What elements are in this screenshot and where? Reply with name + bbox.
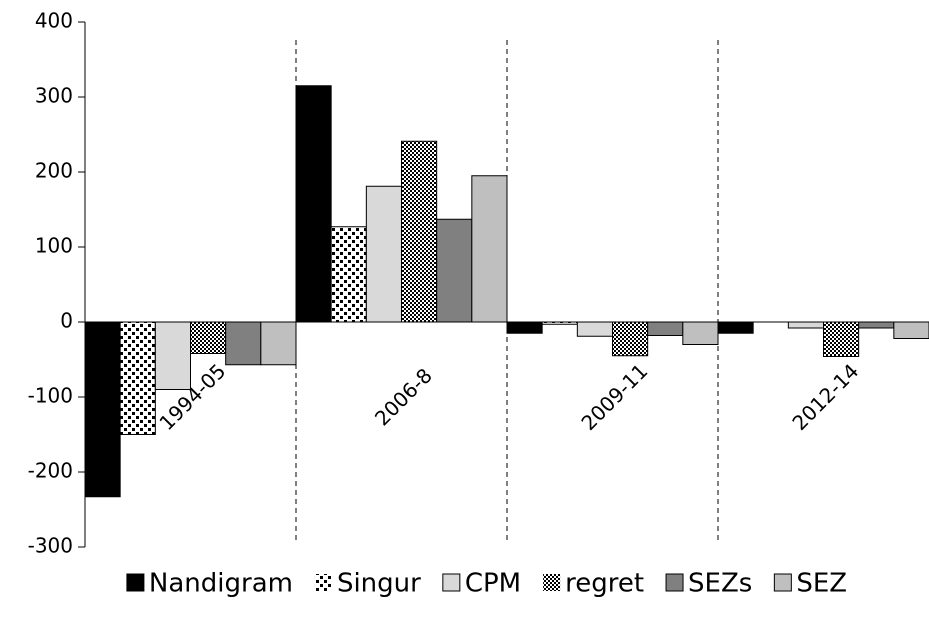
legend-label: SEZ: [796, 569, 847, 599]
x-tick-label: 2012-14: [787, 359, 863, 435]
y-tick-label: -200: [28, 459, 73, 483]
legend-swatch: [665, 573, 684, 592]
y-tick-label: 100: [35, 234, 73, 258]
y-tick-label: -100: [28, 384, 73, 408]
bar: [330, 226, 367, 323]
legend-label: CPM: [465, 569, 521, 599]
x-tick-label: 2006-8: [370, 363, 437, 430]
y-tick-label: 300: [35, 84, 73, 108]
bar: [119, 321, 156, 435]
legend-label: regret: [565, 569, 644, 599]
bar: [858, 321, 895, 329]
bar: [506, 321, 543, 334]
legend-swatch: [314, 574, 332, 591]
x-tick-label: 2009-11: [576, 359, 652, 435]
bar: [84, 321, 121, 498]
y-tick-label: 0: [60, 309, 73, 333]
legend-swatch: [126, 573, 145, 592]
bar: [893, 321, 929, 339]
legend-label: Singur: [337, 569, 421, 599]
bar: [436, 218, 473, 323]
bar: [225, 321, 262, 366]
bar: [717, 321, 754, 334]
legend-swatch: [442, 573, 461, 592]
bar: [401, 140, 438, 323]
bar: [682, 321, 719, 345]
legend-label: Nandigram: [149, 569, 293, 599]
legend-swatch: [773, 573, 792, 592]
bar: [823, 321, 860, 357]
legend-swatch: [543, 574, 561, 591]
bar: [471, 175, 508, 323]
bar: [647, 321, 684, 336]
bar: [295, 85, 332, 323]
bar: [260, 321, 297, 366]
y-tick-label: 400: [35, 9, 73, 33]
bar: [190, 321, 227, 354]
y-tick-label: -300: [28, 534, 73, 558]
bar: [576, 321, 613, 337]
bar: [365, 185, 403, 323]
bar: [154, 321, 191, 390]
bar: [787, 321, 824, 329]
y-tick-label: 200: [35, 159, 73, 183]
legend-label: SEZs: [688, 569, 752, 599]
bar: [612, 321, 649, 357]
